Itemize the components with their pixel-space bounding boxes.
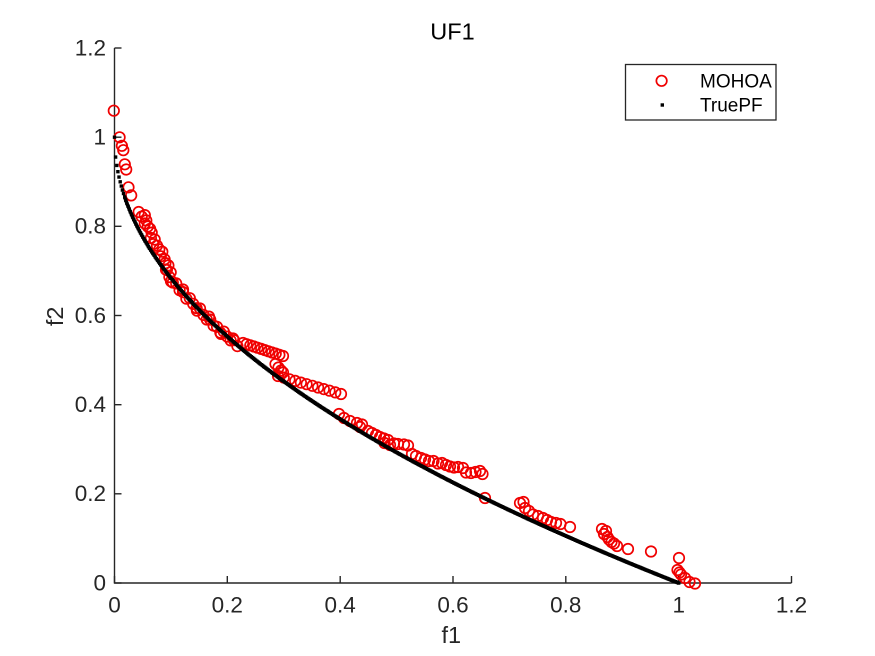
svg-text:0.8: 0.8 bbox=[75, 214, 106, 239]
svg-text:UF1: UF1 bbox=[430, 19, 474, 45]
svg-text:f1: f1 bbox=[441, 622, 461, 648]
svg-text:0.4: 0.4 bbox=[75, 392, 106, 417]
svg-text:1: 1 bbox=[672, 593, 685, 618]
svg-text:1.2: 1.2 bbox=[75, 35, 106, 60]
svg-text:0: 0 bbox=[93, 570, 106, 595]
svg-text:0.6: 0.6 bbox=[437, 593, 468, 618]
svg-text:1: 1 bbox=[93, 125, 106, 150]
svg-text:f2: f2 bbox=[42, 306, 68, 326]
svg-text:TruePF: TruePF bbox=[700, 96, 763, 117]
svg-text:0.2: 0.2 bbox=[212, 593, 243, 618]
svg-text:0.8: 0.8 bbox=[550, 593, 581, 618]
svg-text:1.2: 1.2 bbox=[776, 593, 807, 618]
svg-text:0.2: 0.2 bbox=[75, 481, 106, 506]
svg-text:0.4: 0.4 bbox=[325, 593, 356, 618]
svg-text:0: 0 bbox=[108, 593, 121, 618]
svg-text:MOHOA: MOHOA bbox=[700, 71, 772, 92]
svg-text:0.6: 0.6 bbox=[75, 303, 106, 328]
